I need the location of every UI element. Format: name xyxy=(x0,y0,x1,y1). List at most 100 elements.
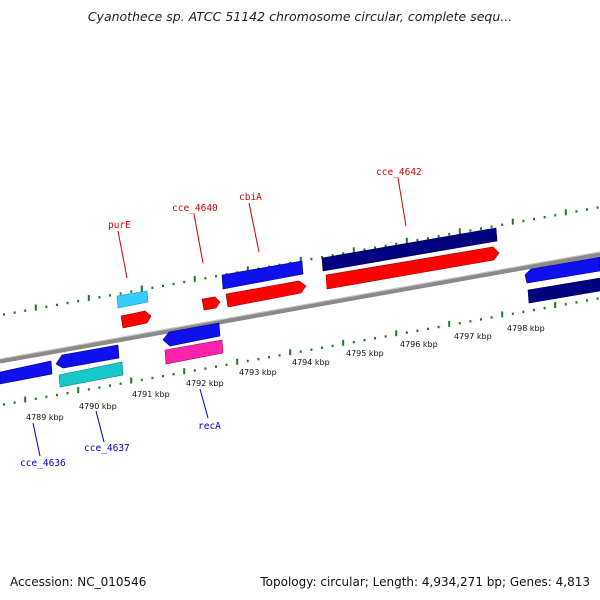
major-tick xyxy=(193,275,196,282)
minor-tick xyxy=(24,309,27,312)
minor-tick xyxy=(331,254,334,257)
major-tick xyxy=(77,387,80,394)
gene-recA-row2-feature[interactable] xyxy=(164,339,224,365)
major-tick xyxy=(405,237,408,244)
forward-strand-features xyxy=(116,227,600,309)
gene-cce-4637-row2-feature[interactable] xyxy=(58,361,124,388)
gene-cce-4642-row2-feature[interactable] xyxy=(325,246,500,290)
gene-cce-4640-feature[interactable] xyxy=(201,296,221,311)
tick-label: 4791 kbp xyxy=(132,390,170,399)
minor-tick xyxy=(543,306,546,310)
minor-tick xyxy=(342,252,345,255)
tick-label: 4792 kbp xyxy=(186,379,224,388)
gene-label-recA[interactable]: recA xyxy=(198,421,221,432)
minor-tick xyxy=(119,292,122,295)
minor-tick xyxy=(130,290,133,293)
minor-tick xyxy=(586,299,588,302)
major-tick xyxy=(554,302,557,308)
minor-tick xyxy=(151,286,154,289)
major-tick xyxy=(183,368,186,375)
minor-tick xyxy=(77,299,80,303)
minor-tick xyxy=(490,225,493,228)
minor-tick xyxy=(109,294,111,297)
major-tick xyxy=(34,304,37,311)
chromosome-backbone xyxy=(0,251,600,364)
minor-tick xyxy=(87,388,90,391)
gene-cce-4636-feature[interactable] xyxy=(0,360,53,385)
lower-tick-track xyxy=(3,297,599,406)
gene-right-navy-feature[interactable] xyxy=(527,277,600,304)
major-tick xyxy=(246,266,249,273)
major-tick xyxy=(87,295,90,301)
minor-tick xyxy=(321,346,323,349)
forward-strand-features-row2 xyxy=(120,246,600,329)
minor-tick xyxy=(162,284,164,288)
minor-tick xyxy=(427,237,429,240)
minor-tick xyxy=(543,216,546,219)
major-tick xyxy=(342,339,345,346)
minor-tick xyxy=(554,214,557,217)
minor-tick xyxy=(480,318,482,321)
genome-summary-text: Topology: circular; Length: 4,934,271 bp… xyxy=(260,575,590,589)
gene-cce-4642-feature[interactable] xyxy=(321,227,498,272)
minor-tick xyxy=(416,329,419,332)
gene-purE-feature[interactable] xyxy=(116,290,149,309)
tick-label: 4789 kbp xyxy=(26,413,64,422)
reverse-strand-features xyxy=(0,322,224,388)
gene-label-cce-4642[interactable]: cce_4642 xyxy=(376,167,422,178)
minor-tick xyxy=(511,312,514,315)
minor-tick xyxy=(522,310,525,314)
minor-tick xyxy=(596,297,599,300)
gene-label-cce-4636[interactable]: cce_4636 xyxy=(20,458,66,469)
minor-tick xyxy=(13,401,16,404)
minor-tick xyxy=(416,238,419,242)
minor-tick xyxy=(246,359,249,363)
minor-tick xyxy=(575,301,578,304)
gene-cce-4637-feature[interactable] xyxy=(55,344,120,369)
minor-tick xyxy=(204,277,207,280)
minor-tick xyxy=(45,305,48,308)
minor-tick xyxy=(140,378,143,382)
minor-tick xyxy=(45,395,48,399)
minor-tick xyxy=(384,335,387,338)
gene-label-cbiA[interactable]: cbiA xyxy=(239,192,262,203)
minor-tick xyxy=(575,210,578,213)
minor-tick xyxy=(501,223,504,226)
minor-tick xyxy=(225,363,228,366)
minor-tick xyxy=(564,303,567,306)
minor-tick xyxy=(172,282,175,286)
gene-label-cce-4637[interactable]: cce_4637 xyxy=(84,443,130,454)
minor-tick xyxy=(363,339,366,342)
major-tick xyxy=(130,377,133,384)
minor-tick xyxy=(3,403,5,406)
gene-label-purE[interactable]: purE xyxy=(108,220,131,231)
minor-tick xyxy=(278,354,281,357)
major-tick xyxy=(501,311,504,318)
gene-purE-row2-feature[interactable] xyxy=(120,310,152,329)
minor-tick xyxy=(469,229,472,232)
minor-tick xyxy=(437,235,440,238)
minor-tick xyxy=(204,367,207,370)
tick-label: 4795 kbp xyxy=(346,349,384,358)
minor-tick xyxy=(299,350,302,353)
gene-cbiA-feature[interactable] xyxy=(221,260,304,290)
minor-tick xyxy=(363,248,366,251)
gene-cbiA-row2-feature[interactable] xyxy=(225,280,307,308)
tick-label: 4790 kbp xyxy=(79,402,117,411)
minor-tick xyxy=(405,331,408,334)
minor-tick xyxy=(98,296,101,299)
minor-tick xyxy=(310,348,313,351)
gene-recA-feature[interactable] xyxy=(162,322,221,347)
minor-tick xyxy=(374,246,376,249)
minor-tick xyxy=(34,397,37,400)
minor-tick xyxy=(109,384,111,387)
gene-label-cce-4640[interactable]: cce_4640 xyxy=(172,203,218,214)
minor-tick xyxy=(310,257,313,261)
minor-tick xyxy=(162,374,164,378)
minor-tick xyxy=(66,391,69,395)
minor-tick xyxy=(384,244,387,247)
minor-tick xyxy=(56,393,58,397)
gene-right-blue-feature[interactable] xyxy=(524,256,600,284)
minor-tick xyxy=(458,322,461,325)
minor-tick xyxy=(56,303,58,307)
